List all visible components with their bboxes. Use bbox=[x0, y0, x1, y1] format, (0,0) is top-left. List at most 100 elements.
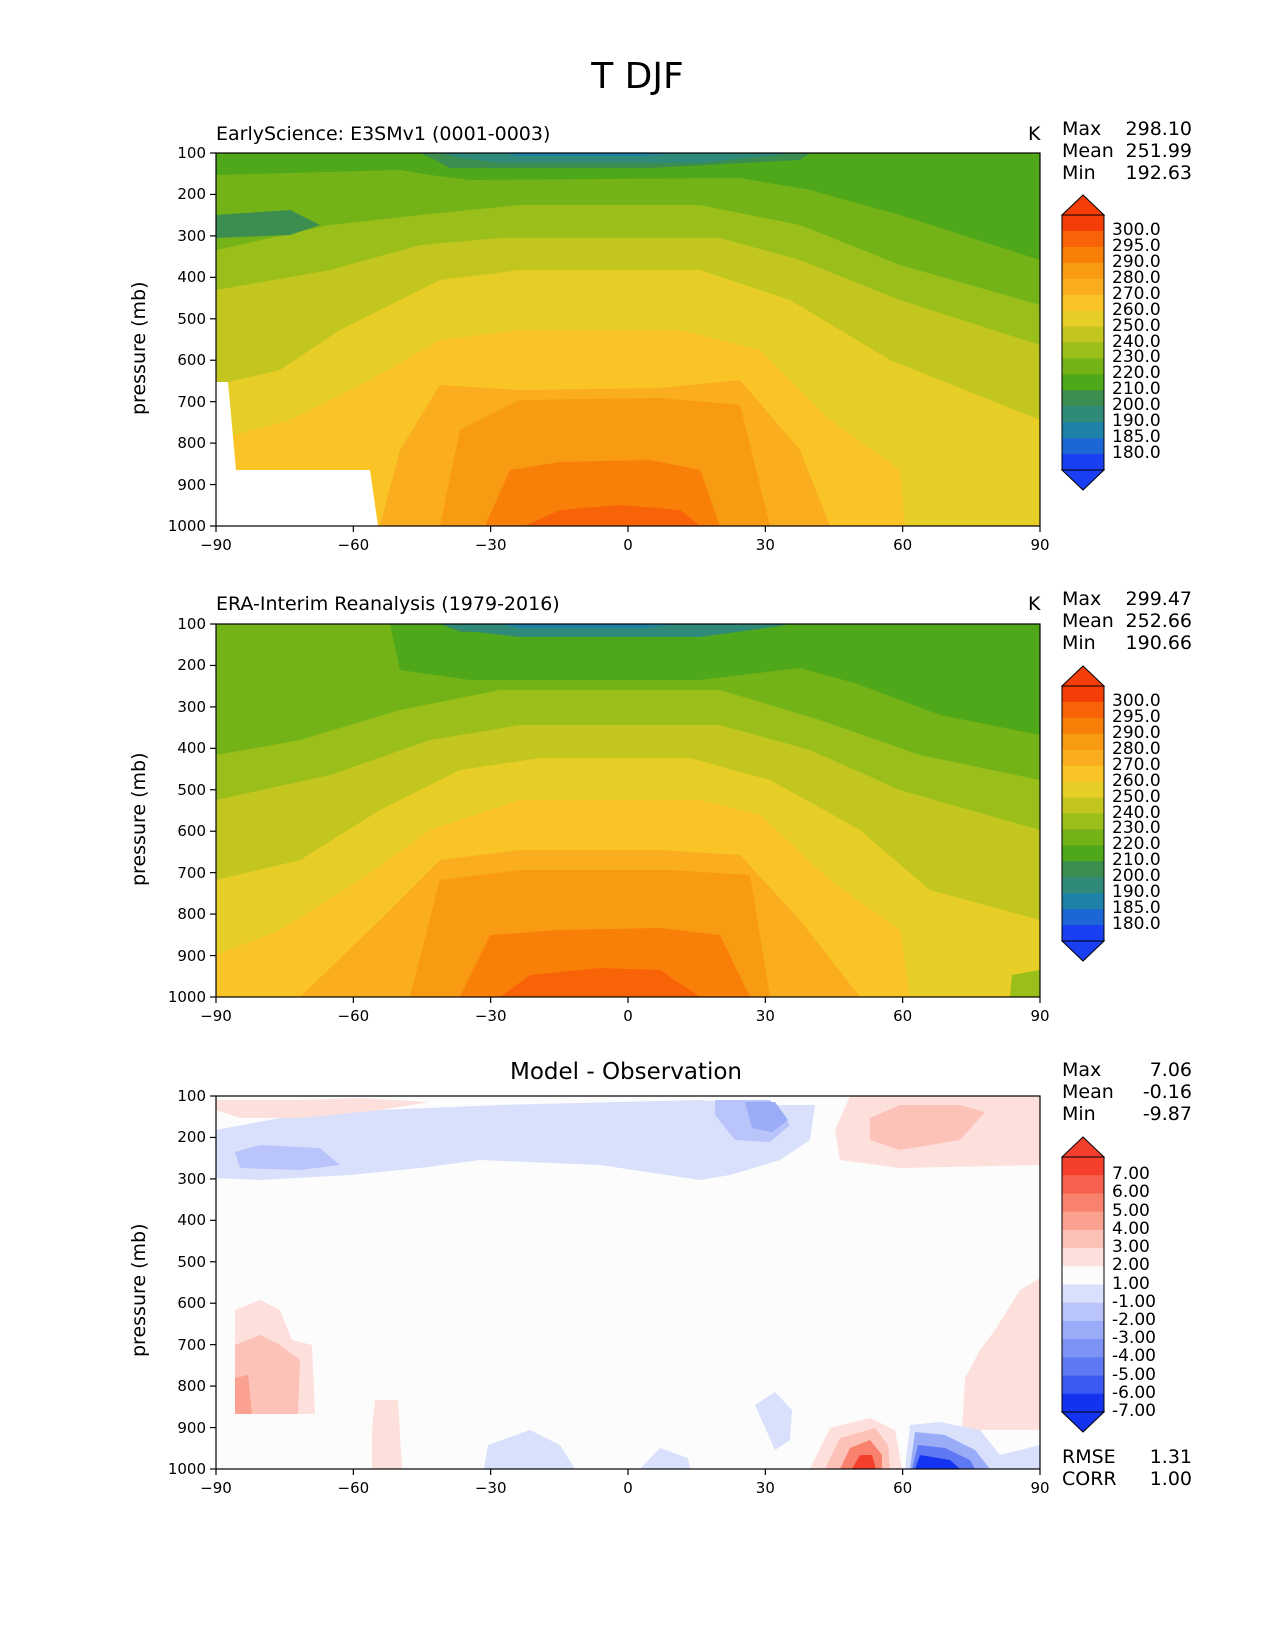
colorbar-label: 220.0 bbox=[1112, 834, 1161, 855]
y-tick-label: 300 bbox=[177, 226, 206, 245]
colorbar-min-extension bbox=[1060, 940, 1106, 962]
colorbar-swatch bbox=[1062, 909, 1104, 926]
y-tick-label: 700 bbox=[177, 392, 206, 411]
colorbar-label: -1.00 bbox=[1112, 1291, 1156, 1312]
x-tick-label: −90 bbox=[200, 1479, 232, 1497]
y-tick-label: 1000 bbox=[167, 1460, 206, 1478]
diff-neg1-upper bbox=[216, 1100, 815, 1180]
y-tick-label: 1000 bbox=[167, 517, 206, 535]
y-tick-label: 400 bbox=[177, 268, 206, 287]
diff-pos6-nh-sfc bbox=[852, 1455, 876, 1469]
band-sh-sfc bbox=[1010, 970, 1040, 997]
panel-model-plot bbox=[216, 153, 1040, 526]
x-tick-label: −60 bbox=[337, 536, 370, 554]
colorbar-label: 290.0 bbox=[1112, 722, 1161, 743]
colorbar-label: 1.00 bbox=[1112, 1273, 1150, 1294]
x-tick-label: 60 bbox=[893, 536, 913, 554]
y-tick-label: 400 bbox=[177, 739, 206, 758]
y-tick-label: 300 bbox=[177, 1169, 206, 1188]
x-tick-label: 60 bbox=[893, 1479, 913, 1497]
colorbar-swatch bbox=[1062, 893, 1104, 910]
colorbar-label: 300.0 bbox=[1112, 690, 1161, 711]
stat-mean-label: Mean bbox=[1062, 140, 1114, 162]
panel-obs-plot bbox=[216, 624, 1040, 997]
x-tick-label: 0 bbox=[623, 1007, 633, 1025]
rmse-label: RMSE bbox=[1062, 1446, 1116, 1468]
colorbar-label: 240.0 bbox=[1112, 331, 1161, 352]
y-tick-label: 200 bbox=[177, 185, 206, 204]
colorbar-label: -3.00 bbox=[1112, 1328, 1156, 1349]
colorbar-max-extension bbox=[1060, 194, 1106, 216]
colorbar-model bbox=[1060, 194, 1106, 491]
colorbar-swatch bbox=[1062, 765, 1104, 783]
colorbar-label: 230.0 bbox=[1112, 347, 1161, 368]
band-300 bbox=[525, 505, 700, 526]
diff-pos1-nh-low bbox=[962, 1278, 1040, 1430]
colorbar-swatch bbox=[1062, 1393, 1104, 1413]
x-tick-label: 0 bbox=[623, 1479, 633, 1497]
colorbar-swatch bbox=[1062, 1193, 1104, 1213]
colorbar-swatch bbox=[1062, 215, 1104, 232]
colorbar-swatch bbox=[1062, 310, 1104, 328]
stat-mean-label: Mean bbox=[1062, 1081, 1114, 1103]
y-tick-label: 600 bbox=[177, 351, 206, 370]
y-tick-label: 500 bbox=[177, 309, 206, 328]
diff-neg1-sfc bbox=[484, 1430, 575, 1469]
stat-mean-value: 251.99 bbox=[1125, 140, 1192, 162]
diff-pos2-nh bbox=[870, 1105, 985, 1150]
colorbar-label: -5.00 bbox=[1112, 1364, 1156, 1385]
colorbar-swatch bbox=[1062, 813, 1104, 830]
colorbar-label: 190.0 bbox=[1112, 882, 1161, 903]
y-tick-label: 100 bbox=[177, 615, 206, 633]
panel-diff-footer: RMSE 1.31 CORR 1.00 bbox=[1062, 1446, 1192, 1490]
x-tick-label: −30 bbox=[474, 1479, 507, 1497]
colorbar-swatch bbox=[1062, 246, 1104, 264]
y-tick-label: 500 bbox=[177, 1252, 206, 1271]
colorbar-label: 220.0 bbox=[1112, 363, 1161, 384]
x-tick-label: 90 bbox=[1030, 1007, 1050, 1025]
colorbar-swatch bbox=[1062, 230, 1104, 248]
y-tick-label: 800 bbox=[177, 434, 206, 453]
colorbar-label: 290.0 bbox=[1112, 251, 1161, 272]
x-tick-label: 0 bbox=[623, 536, 633, 554]
stat-max-value: 298.10 bbox=[1125, 118, 1192, 140]
diff-pos3-sh bbox=[235, 1375, 252, 1414]
colorbar-label: 4.00 bbox=[1112, 1218, 1150, 1239]
colorbar-swatch bbox=[1062, 733, 1104, 751]
diff-neg3-nh bbox=[745, 1102, 788, 1132]
x-tick-label: 90 bbox=[1030, 1479, 1050, 1497]
colorbar-label: 6.00 bbox=[1112, 1182, 1150, 1203]
x-tick-label: −60 bbox=[337, 1007, 370, 1025]
diff-neg2-sh bbox=[235, 1145, 340, 1170]
colorbar-max-extension bbox=[1060, 665, 1106, 687]
colorbar-min-extension bbox=[1060, 469, 1106, 491]
colorbar-label: 250.0 bbox=[1112, 786, 1161, 807]
diff-pos1-sfc-sh bbox=[372, 1400, 402, 1469]
stat-mean-value: 252.66 bbox=[1125, 610, 1192, 632]
y-tick-label: 900 bbox=[177, 946, 206, 965]
colorbar-label: 210.0 bbox=[1112, 850, 1161, 871]
colorbar-swatch bbox=[1062, 390, 1104, 407]
colorbar-label: 300.0 bbox=[1112, 219, 1161, 240]
x-tick-label: 30 bbox=[755, 1007, 775, 1025]
colorbar-swatch bbox=[1062, 1157, 1104, 1176]
colorbar-label: 230.0 bbox=[1112, 818, 1161, 839]
colorbar-swatch bbox=[1062, 1302, 1104, 1322]
colorbar-label: 260.0 bbox=[1112, 770, 1161, 791]
panel-diff-title: Model - Observation bbox=[509, 1059, 743, 1085]
colorbar-swatch bbox=[1062, 829, 1104, 846]
colorbar-swatch bbox=[1062, 781, 1104, 799]
y-tick-label: 900 bbox=[177, 1418, 206, 1437]
stat-min-label: Min bbox=[1062, 1103, 1096, 1125]
colorbar-obs bbox=[1060, 665, 1106, 962]
panel-model-ylabel: pressure (mb) bbox=[128, 281, 150, 415]
colorbar-label: 2.00 bbox=[1112, 1255, 1150, 1276]
colorbar-label: 295.0 bbox=[1112, 706, 1161, 727]
stat-mean-label: Mean bbox=[1062, 610, 1114, 632]
colorbar-swatch bbox=[1062, 797, 1104, 814]
colorbar-min-extension bbox=[1060, 1411, 1106, 1433]
y-tick-label: 200 bbox=[177, 1128, 206, 1147]
colorbar-swatch bbox=[1062, 877, 1104, 894]
colorbar-label: 180.0 bbox=[1112, 443, 1161, 464]
colorbar-label: 295.0 bbox=[1112, 235, 1161, 256]
